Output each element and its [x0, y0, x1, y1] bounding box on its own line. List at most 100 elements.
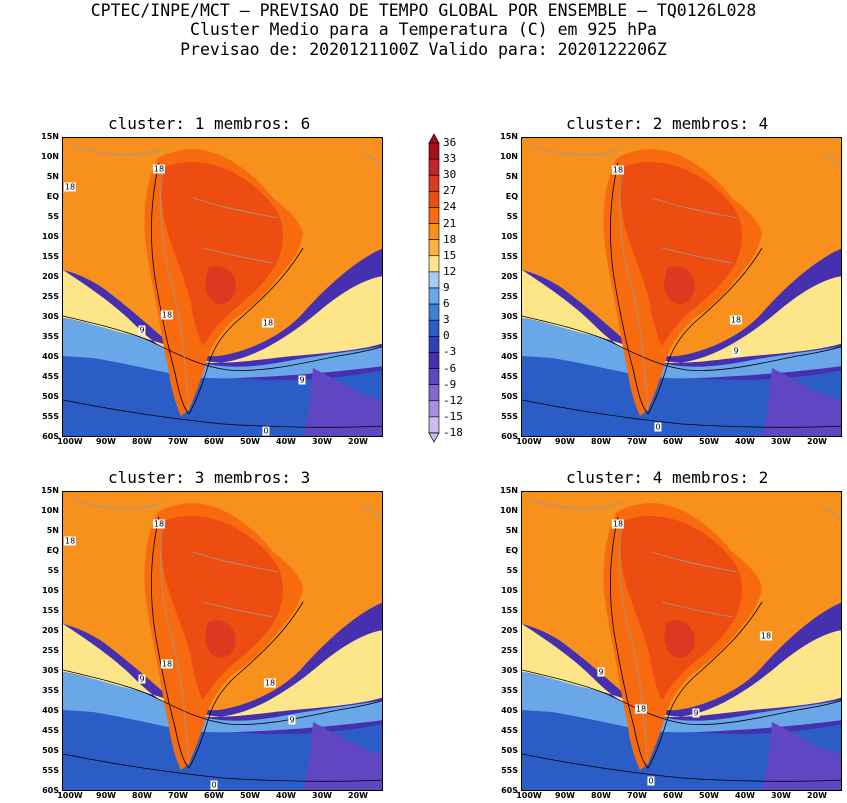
latitude-tick-label: 25S [501, 646, 518, 655]
header-line-3: Previsao de: 2020121100Z Valido para: 20… [180, 40, 667, 59]
longitude-tick-label: 50W [699, 437, 719, 446]
latitude-tick-label: 45S [42, 726, 59, 735]
pale-region [63, 624, 382, 717]
hot-region [619, 162, 742, 346]
colorbar-swatch [428, 207, 440, 224]
longitude-tick-label: 90W [555, 437, 575, 446]
latitude-tick-label: 40S [501, 706, 518, 715]
longitude-tick-label: 30W [312, 437, 332, 446]
cool-region [522, 707, 841, 790]
contour-18 [151, 162, 304, 415]
coastline [72, 499, 382, 521]
latitude-tick-label: 15N [500, 132, 518, 141]
border-lines [619, 169, 738, 411]
latitude-tick-label: 5N [46, 172, 59, 181]
longitude-tick-label: 40W [276, 437, 296, 446]
longitude-tick-label: 20W [348, 437, 368, 446]
colorbar-label: 12 [443, 264, 457, 278]
latitude-tick-label: 60S [501, 786, 518, 795]
latitude-tick-label: 5S [506, 566, 518, 575]
latitude-tick-label: 20S [42, 626, 59, 635]
colorbar-label: 3 [443, 313, 450, 327]
latitude-tick-label: 45S [501, 726, 518, 735]
coldest-region [303, 368, 382, 436]
longitude-tick-label: 70W [168, 791, 188, 800]
latitude-tick-label: 15N [500, 486, 518, 495]
contour-label: 18 [63, 536, 77, 546]
latitude-tick-label: 25S [42, 646, 59, 655]
latitude-tick-label: 35S [501, 686, 518, 695]
contour-label: 18 [152, 519, 166, 529]
longitude-tick-label: 70W [168, 437, 188, 446]
header-line-2: Cluster Medio para a Temperatura (C) em … [190, 20, 657, 39]
temperature-map [521, 137, 842, 437]
latitude-tick-label: 10S [42, 586, 59, 595]
temperature-map [62, 137, 383, 437]
latitude-tick-label: 10N [41, 152, 59, 161]
longitude-tick-label: 50W [240, 437, 260, 446]
latitude-tick-label: 20S [501, 626, 518, 635]
contour-label: 18 [160, 659, 174, 669]
latitude-tick-label: 10N [500, 506, 518, 515]
contour-label: 18 [160, 310, 174, 320]
colorbar-swatch [428, 352, 440, 369]
latitude-tick-label: 5N [505, 526, 518, 535]
longitude-tick-label: 50W [699, 791, 719, 800]
hottest-region [664, 266, 695, 304]
colorbar-label: 15 [443, 248, 457, 262]
longitude-tick-label: 60W [204, 437, 224, 446]
latitude-tick-label: 5N [505, 172, 518, 181]
longitude-tick-label: 80W [591, 437, 611, 446]
contour-label: 9 [138, 325, 146, 335]
hottest-region [664, 620, 695, 658]
contour-label: 18 [63, 182, 77, 192]
latitude-tick-label: 50S [501, 746, 518, 755]
pale-region [522, 270, 841, 363]
longitude-tick-label: 100W [57, 437, 83, 446]
colorbar-label: -15 [443, 409, 463, 423]
colorbar-label: 36 [443, 136, 457, 149]
latitude-tick-label: 50S [42, 392, 59, 401]
colorbar-graphic [428, 133, 440, 443]
latitude-tick-label: 15N [41, 486, 59, 495]
colorbar-label: 33 [443, 152, 457, 166]
colorbar-label: -9 [443, 377, 457, 391]
longitude-tick-label: 30W [771, 437, 791, 446]
longitude-tick-label: 30W [312, 791, 332, 800]
hot-region [160, 162, 283, 346]
longitude-tick-label: 80W [132, 791, 152, 800]
colorbar-label: 6 [443, 297, 450, 311]
longitude-tick-label: 70W [627, 437, 647, 446]
colorbar-label: 18 [443, 232, 457, 246]
contour-18 [610, 516, 763, 769]
latitude-tick-label: 55S [42, 766, 59, 775]
latitude-tick-label: 15S [42, 606, 59, 615]
colorbar-swatch [428, 416, 440, 434]
latitude-tick-label: 5S [47, 566, 59, 575]
longitude-tick-label: 90W [555, 791, 575, 800]
contour-0 [522, 753, 841, 782]
contour-label: 0 [647, 776, 655, 786]
colorbar-label: 0 [443, 329, 450, 343]
colorbar-label: 9 [443, 281, 450, 294]
colorbar-label: -18 [443, 426, 463, 439]
contour-9 [63, 669, 382, 725]
colorbar-swatch [428, 384, 440, 402]
contour-label: 18 [261, 318, 275, 328]
hot-region [160, 516, 283, 700]
colorbar-swatch [428, 287, 440, 305]
latitude-tick-label: 25S [501, 292, 518, 301]
coastline [72, 145, 382, 167]
colorbar-label: 27 [443, 184, 457, 198]
latitude-tick-label: 5N [46, 526, 59, 535]
latitude-tick-label: EQ [46, 546, 59, 555]
border-lines [160, 523, 279, 765]
longitude-tick-label: 100W [516, 791, 542, 800]
contour-label: 18 [152, 164, 166, 174]
latitude-tick-label: 15S [42, 252, 59, 261]
latitude-tick-label: 15S [501, 606, 518, 615]
longitude-tick-label: 80W [591, 791, 611, 800]
contour-0 [63, 399, 382, 428]
contour-label: 9 [288, 715, 296, 725]
longitude-tick-label: 20W [348, 791, 368, 800]
